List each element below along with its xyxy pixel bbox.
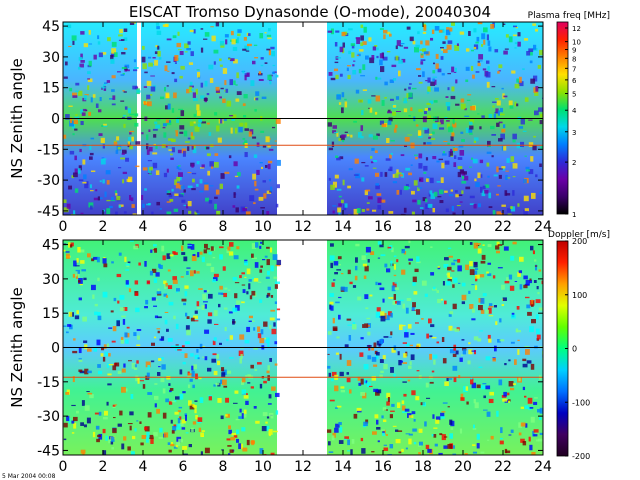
- data-field-top: [63, 22, 543, 215]
- y-tick-label: 0: [51, 341, 60, 357]
- colorbar-tick-label: 7: [572, 65, 576, 73]
- y-tick-label: -30: [37, 173, 60, 189]
- x-tick-label: 16: [374, 459, 392, 475]
- colorbar-tick-label: 0: [572, 345, 577, 354]
- colorbar: [556, 21, 569, 215]
- x-tick-label: 14: [334, 459, 352, 475]
- x-tick-label: 12: [294, 459, 312, 475]
- x-tick-label: 14: [334, 219, 352, 235]
- chart-title: EISCAT Tromso Dynasonde (O-mode), 200403…: [129, 3, 491, 21]
- colorbar-tick-label: 3: [572, 129, 576, 137]
- x-tick-label: 22: [494, 219, 512, 235]
- colorbar-tick-label: 5: [572, 91, 576, 99]
- y-tick-label: 45: [42, 238, 60, 254]
- colorbar-tick-label: 6: [572, 77, 577, 85]
- y-tick-label: 45: [42, 19, 60, 35]
- x-tick-label: 8: [219, 219, 228, 235]
- x-tick-label: 8: [219, 459, 228, 475]
- timestamp-footer: 5 Mar 2004 00:08: [2, 473, 56, 480]
- x-tick-label: 2: [99, 459, 108, 475]
- y-tick-label: 15: [42, 81, 60, 97]
- y-tick-label: -15: [37, 142, 60, 158]
- x-tick-label: 24: [534, 219, 552, 235]
- x-tick-label: 6: [179, 219, 188, 235]
- x-tick-label: 6: [179, 459, 188, 475]
- colorbar-tick-label: 8: [572, 55, 576, 63]
- colorbar-tick-label: -200: [572, 452, 590, 461]
- x-tick-label: 2: [99, 219, 108, 235]
- y-tick-label: 30: [42, 272, 60, 288]
- x-tick-label: 4: [139, 219, 148, 235]
- y-tick-label: -45: [37, 204, 60, 220]
- x-tick-label: 20: [454, 459, 472, 475]
- x-tick-label: 22: [494, 459, 512, 475]
- colorbar-label: Plasma freq [MHz]: [528, 11, 610, 21]
- y-axis-label: NS Zenith angle: [8, 58, 26, 178]
- x-tick-label: 18: [414, 459, 432, 475]
- colorbar-tick-label: 12: [572, 25, 581, 33]
- colorbar-tick-label: 4: [572, 107, 577, 115]
- x-tick-label: 24: [534, 459, 552, 475]
- colorbar-tick-label: 200: [572, 237, 587, 246]
- colorbar-tick-label: 2: [572, 159, 576, 167]
- x-tick-label: 10: [254, 459, 272, 475]
- x-tick-label: 0: [59, 459, 68, 475]
- y-axis-label: NS Zenith angle: [8, 287, 26, 407]
- y-tick-label: 30: [42, 50, 60, 66]
- x-tick-label: 12: [294, 219, 312, 235]
- x-tick-label: 0: [59, 219, 68, 235]
- x-tick-label: 20: [454, 219, 472, 235]
- colorbar-tick-label: 100: [572, 291, 587, 300]
- x-tick-label: 18: [414, 219, 432, 235]
- colorbar-tick-label: -100: [572, 398, 590, 407]
- colorbar-tick-label: 1: [572, 211, 576, 219]
- x-tick-label: 4: [139, 459, 148, 475]
- colorbar-tick-label: 9: [572, 47, 576, 55]
- y-tick-label: -45: [37, 443, 60, 459]
- colorbar-tick-label: 10: [572, 39, 581, 47]
- y-tick-label: 15: [42, 306, 60, 322]
- y-tick-label: -30: [37, 409, 60, 425]
- colorbar-label: Doppler [m/s]: [548, 230, 610, 240]
- data-field-bottom: [63, 240, 543, 455]
- x-tick-label: 16: [374, 219, 392, 235]
- y-tick-label: 0: [51, 112, 60, 128]
- y-tick-label: -15: [37, 375, 60, 391]
- x-tick-label: 10: [254, 219, 272, 235]
